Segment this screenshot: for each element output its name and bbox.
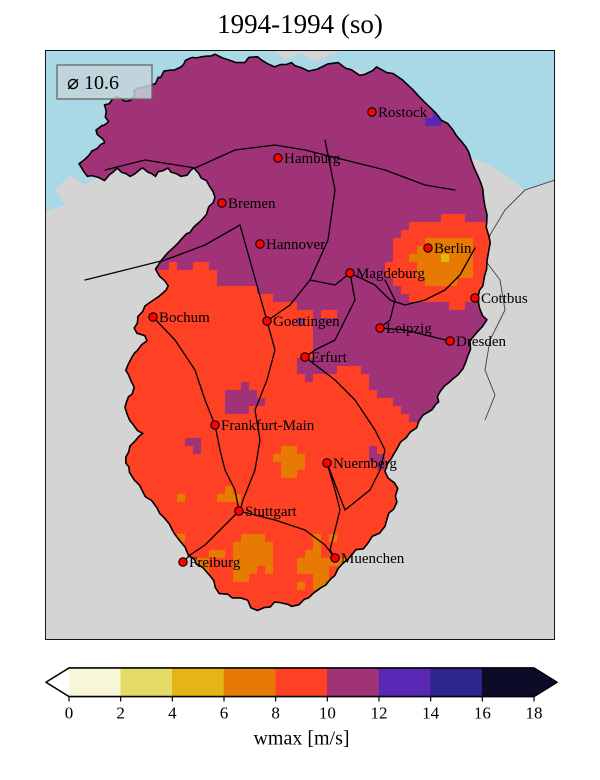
svg-text:Freiburg: Freiburg — [189, 555, 241, 571]
svg-text:1994-1994 (so): 1994-1994 (so) — [217, 9, 383, 39]
svg-text:Hannover: Hannover — [266, 237, 325, 253]
svg-text:Goettingen: Goettingen — [273, 314, 340, 330]
svg-text:⌀ 10.6: ⌀ 10.6 — [67, 72, 119, 94]
svg-text:Stuttgart: Stuttgart — [245, 504, 297, 520]
svg-text:12: 12 — [371, 704, 388, 723]
svg-text:2: 2 — [116, 704, 125, 723]
svg-text:Dresden: Dresden — [456, 334, 506, 350]
svg-text:Magdeburg: Magdeburg — [356, 266, 425, 282]
svg-text:18: 18 — [526, 704, 543, 723]
svg-text:Erfurt: Erfurt — [311, 350, 348, 366]
svg-text:Leipzig: Leipzig — [386, 321, 432, 337]
svg-text:4: 4 — [168, 704, 177, 723]
svg-text:0: 0 — [65, 704, 74, 723]
svg-text:Cottbus: Cottbus — [481, 291, 528, 307]
svg-text:Hamburg: Hamburg — [284, 151, 341, 167]
svg-text:Bremen: Bremen — [228, 196, 276, 212]
svg-text:6: 6 — [220, 704, 229, 723]
svg-text:Berlin: Berlin — [434, 241, 472, 257]
svg-text:16: 16 — [474, 704, 491, 723]
svg-text:14: 14 — [422, 704, 440, 723]
svg-text:10: 10 — [319, 704, 336, 723]
svg-text:Nuernberg: Nuernberg — [333, 456, 397, 472]
svg-text:Rostock: Rostock — [378, 105, 428, 121]
svg-text:Frankfurt-Main: Frankfurt-Main — [221, 418, 315, 434]
svg-text:8: 8 — [271, 704, 280, 723]
svg-text:Muenchen: Muenchen — [341, 551, 405, 567]
svg-text:Bochum: Bochum — [159, 310, 210, 326]
svg-text:wmax [m/s]: wmax [m/s] — [253, 728, 349, 750]
